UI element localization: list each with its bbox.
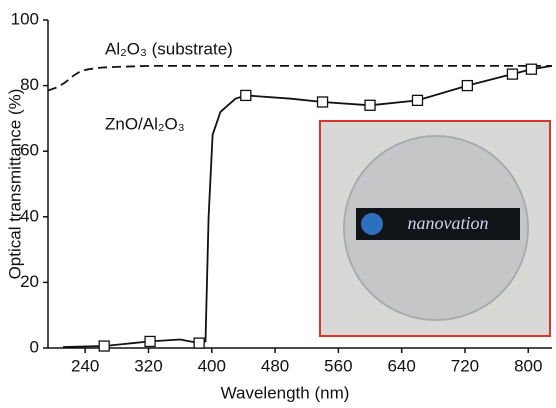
x-tick-label: 800 bbox=[514, 356, 542, 375]
y-tick-label: 100 bbox=[11, 9, 39, 28]
y-tick-label: 20 bbox=[20, 272, 39, 291]
y-tick-label: 80 bbox=[20, 75, 39, 94]
marker bbox=[241, 90, 251, 100]
marker bbox=[412, 95, 422, 105]
x-tick-label: 480 bbox=[261, 356, 289, 375]
y-tick-label: 60 bbox=[20, 141, 39, 160]
x-tick-label: 560 bbox=[324, 356, 352, 375]
chart: Wavelength (nm) Optical transmittance (%… bbox=[0, 0, 556, 408]
y-tick-label: 40 bbox=[20, 206, 39, 225]
y-tick-label: 0 bbox=[30, 337, 39, 356]
x-tick-label: 720 bbox=[451, 356, 479, 375]
x-tick-label: 640 bbox=[387, 356, 415, 375]
marker bbox=[318, 97, 328, 107]
logo-text: nanovation bbox=[408, 213, 489, 233]
marker bbox=[99, 341, 109, 351]
x-axis-label: Wavelength (nm) bbox=[221, 383, 350, 402]
x-tick-label: 400 bbox=[198, 356, 226, 375]
logo-icon bbox=[361, 213, 383, 235]
marker bbox=[194, 338, 204, 348]
marker bbox=[507, 69, 517, 79]
x-tick-label: 240 bbox=[71, 356, 99, 375]
series-label: ZnO/Al₂O₃ bbox=[105, 114, 185, 133]
y-axis-label: Optical transmittance (%) bbox=[5, 89, 24, 280]
x-tick-label: 320 bbox=[134, 356, 162, 375]
marker bbox=[145, 336, 155, 346]
inset-photo: nanovation bbox=[320, 121, 550, 336]
marker bbox=[365, 100, 375, 110]
series-label: Al₂O₃ (substrate) bbox=[105, 39, 233, 58]
series-line bbox=[48, 66, 552, 91]
marker bbox=[526, 64, 536, 74]
marker bbox=[462, 81, 472, 91]
